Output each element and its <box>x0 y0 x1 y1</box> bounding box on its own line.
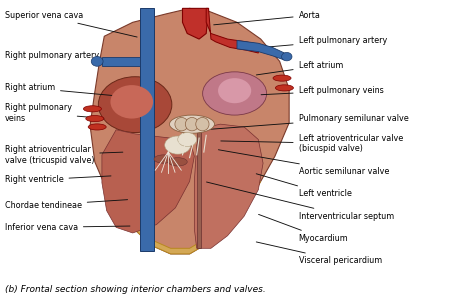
Ellipse shape <box>86 116 104 122</box>
Text: Right pulmonary
veins: Right pulmonary veins <box>5 103 104 123</box>
Polygon shape <box>194 124 263 248</box>
Polygon shape <box>140 8 154 251</box>
Ellipse shape <box>168 158 187 166</box>
Ellipse shape <box>196 118 209 131</box>
Text: Chordae tendineae: Chordae tendineae <box>5 200 128 210</box>
Text: Interventricular septum: Interventricular septum <box>207 182 394 221</box>
Polygon shape <box>114 181 261 254</box>
Polygon shape <box>102 57 140 66</box>
Text: Myocardium: Myocardium <box>258 214 348 243</box>
Ellipse shape <box>110 85 153 118</box>
Ellipse shape <box>98 77 172 133</box>
Text: Left ventricle: Left ventricle <box>256 174 352 198</box>
Ellipse shape <box>282 52 292 61</box>
Polygon shape <box>102 130 194 233</box>
Ellipse shape <box>273 75 291 81</box>
Text: Right ventricle: Right ventricle <box>5 176 111 184</box>
Ellipse shape <box>185 118 199 131</box>
Polygon shape <box>206 8 258 53</box>
Ellipse shape <box>275 85 293 91</box>
Ellipse shape <box>83 106 101 112</box>
Ellipse shape <box>202 72 266 115</box>
Text: (b) Frontal section showing interior chambers and valves.: (b) Frontal section showing interior cha… <box>5 285 265 294</box>
Text: Inferior vena cava: Inferior vena cava <box>5 223 130 232</box>
Ellipse shape <box>154 155 173 163</box>
Text: Aorta: Aorta <box>214 11 320 25</box>
Ellipse shape <box>165 136 191 154</box>
Polygon shape <box>182 8 209 39</box>
Text: Superior vena cava: Superior vena cava <box>5 11 137 37</box>
Polygon shape <box>90 8 289 254</box>
Text: Left pulmonary artery: Left pulmonary artery <box>249 36 387 49</box>
Text: Aortic semilunar valve: Aortic semilunar valve <box>219 150 389 176</box>
Text: Right pulmonary artery: Right pulmonary artery <box>5 51 109 62</box>
Polygon shape <box>197 128 201 248</box>
Ellipse shape <box>178 133 197 146</box>
Text: Right atrium: Right atrium <box>5 83 118 96</box>
Ellipse shape <box>88 124 106 130</box>
Ellipse shape <box>218 78 251 103</box>
Ellipse shape <box>169 115 214 133</box>
Text: Left atrioventricular valve
(bicuspid valve): Left atrioventricular valve (bicuspid va… <box>221 134 403 153</box>
Ellipse shape <box>91 56 103 66</box>
Text: Right atrioventricular
valve (tricuspid valve): Right atrioventricular valve (tricuspid … <box>5 145 123 164</box>
Text: Pulmonary semilunar valve: Pulmonary semilunar valve <box>207 114 409 130</box>
Text: Visceral pericardium: Visceral pericardium <box>256 242 382 266</box>
Text: Left atrium: Left atrium <box>256 61 343 75</box>
Polygon shape <box>237 40 284 60</box>
Ellipse shape <box>175 118 188 131</box>
Text: Left pulmonary veins: Left pulmonary veins <box>261 86 383 95</box>
